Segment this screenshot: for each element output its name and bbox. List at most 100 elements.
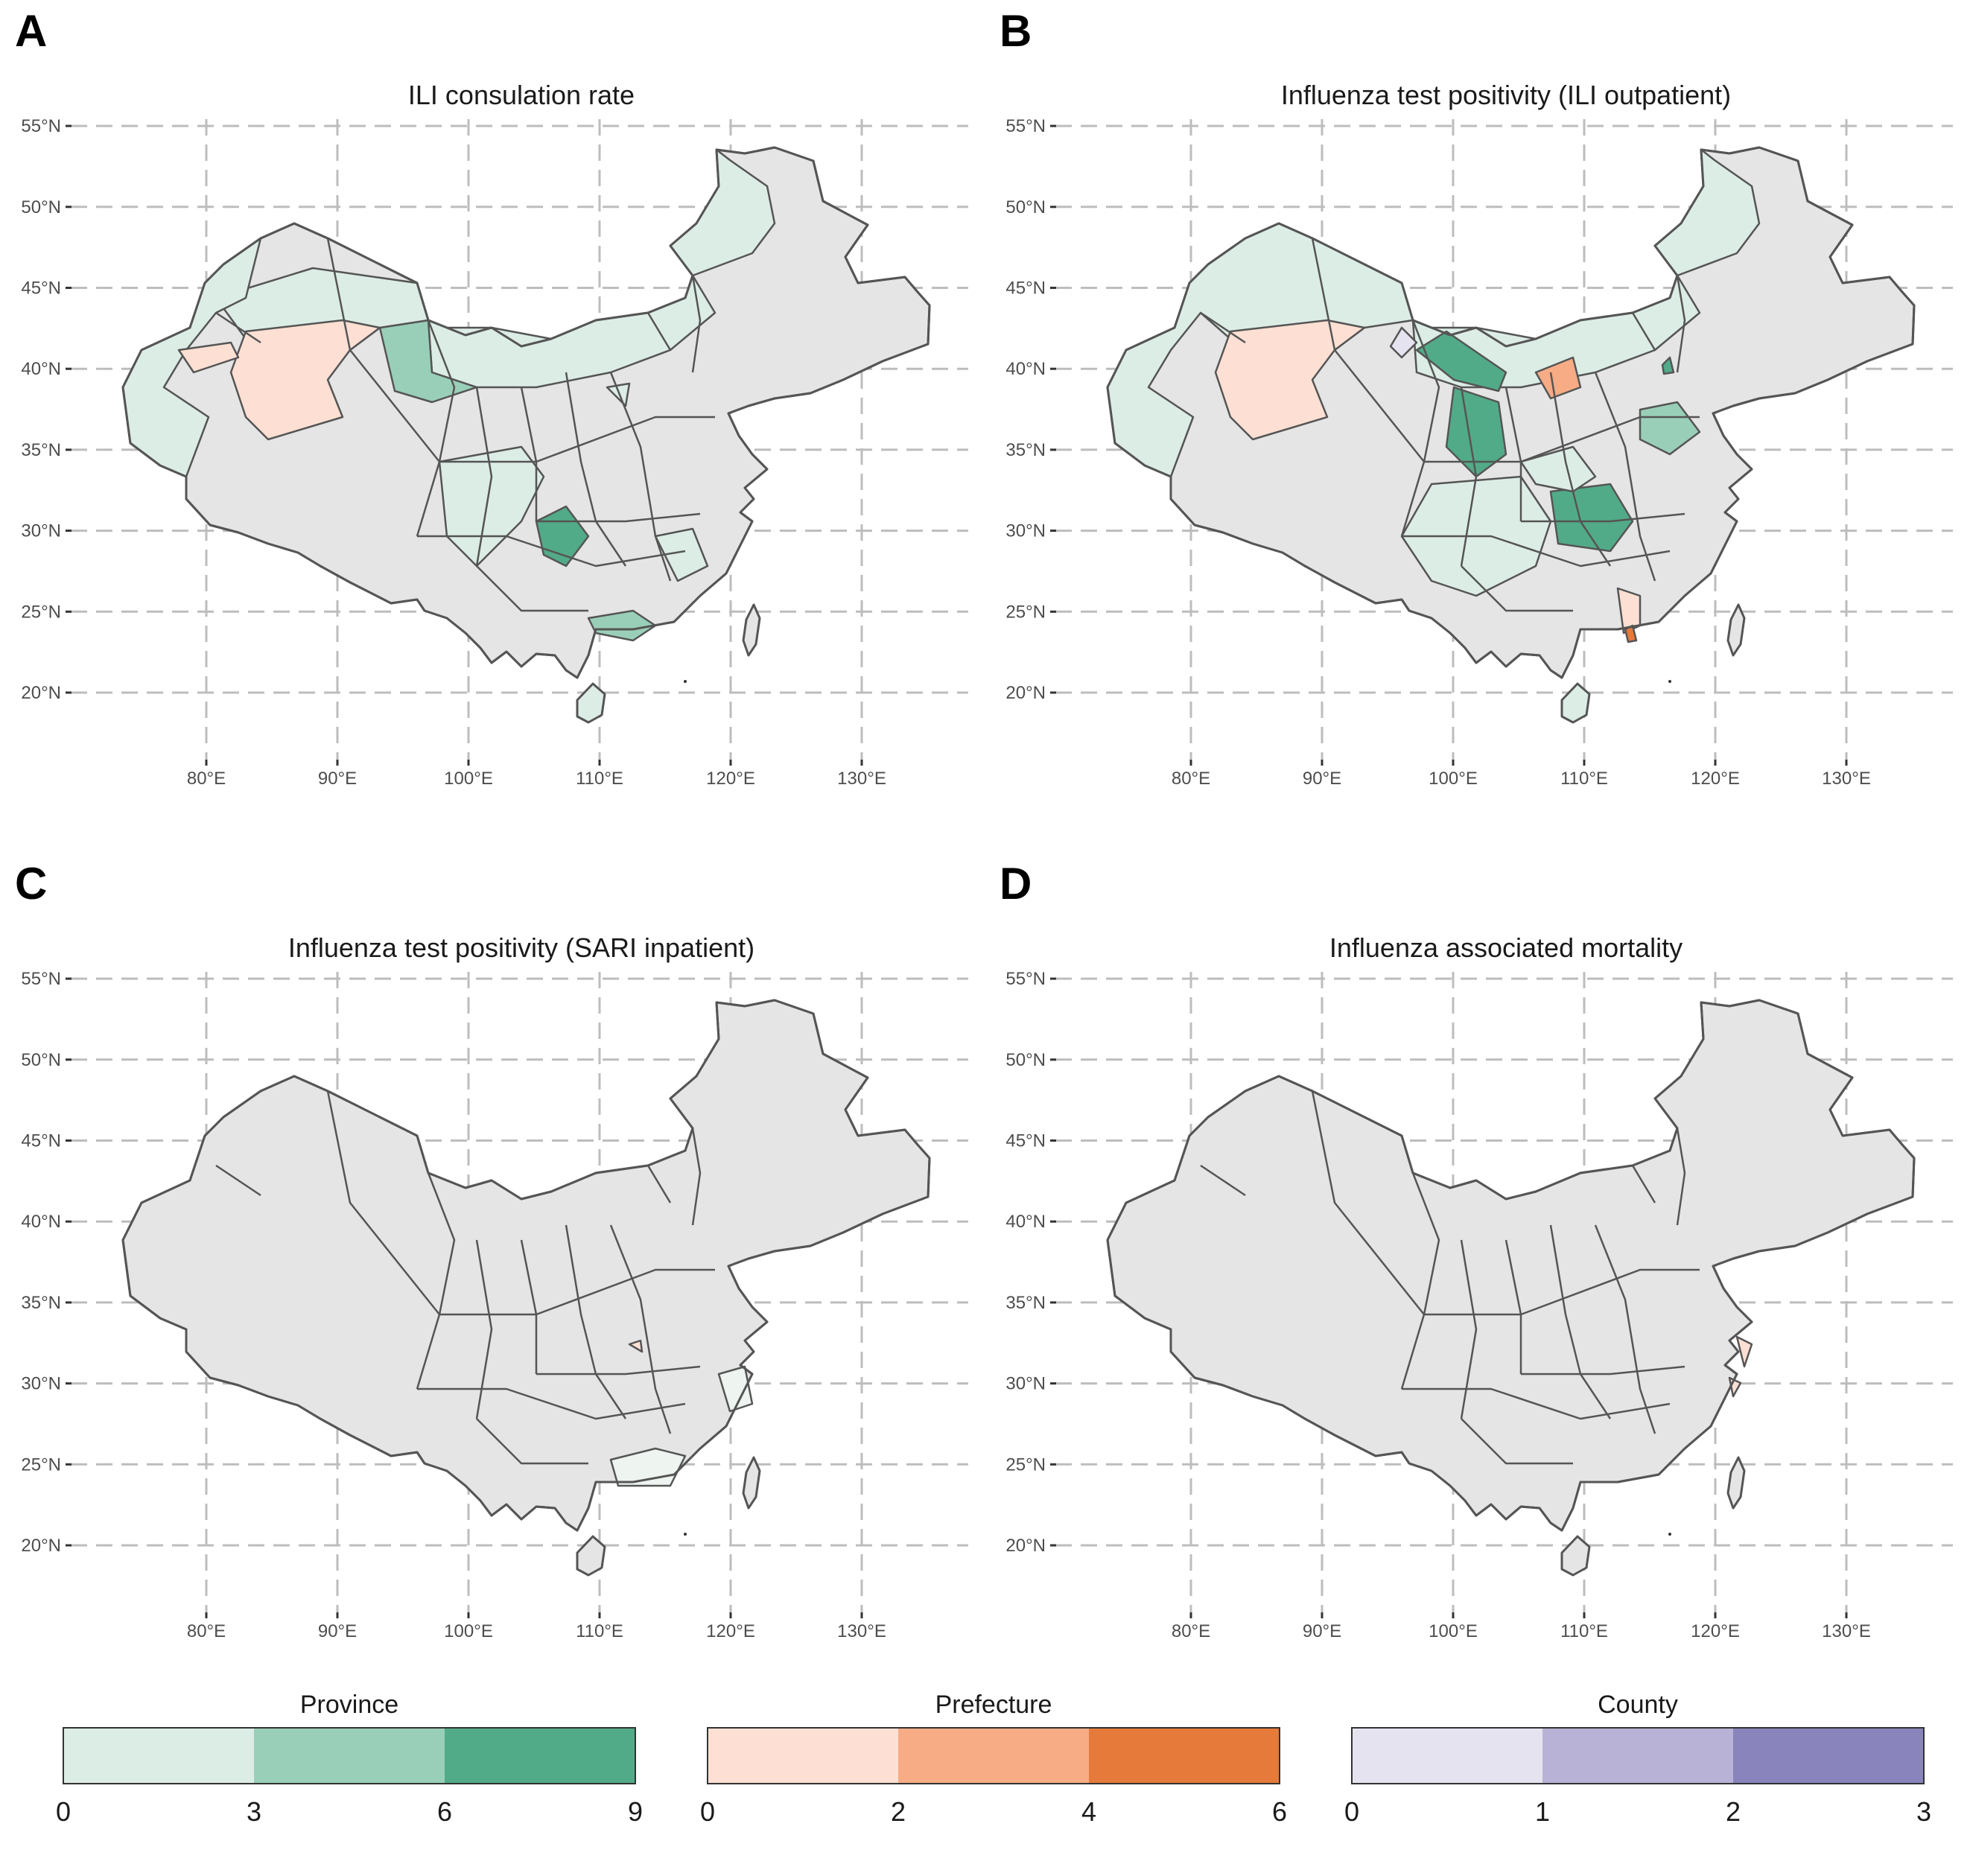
lat-tick-label: 30°N [21,521,61,541]
boundary-line [1594,1224,1656,1434]
data-region [177,341,240,374]
map-panel: C Influenza test positivity (SARI inpatie… [15,859,968,1641]
lat-tick-label: 45°N [1005,279,1046,299]
island-dot [684,680,687,683]
map-panel: B Influenza test positivity (ILI outpatie… [1000,6,1953,789]
island-dot [1668,1533,1671,1536]
boundary-line [1402,1387,1671,1420]
legend-swatch [254,1728,445,1784]
boundary-line [215,311,261,344]
panel-letter: B [1000,6,1032,56]
legend-0: Province 0 3 6 9 [56,1691,643,1827]
panel-letter: C [15,859,47,909]
legend-break-label: 4 [1081,1796,1096,1827]
boundary-line [1631,1165,1656,1203]
legend-frame [707,1727,1280,1784]
data-region [1445,386,1507,478]
data-region [1214,319,1366,441]
legend-break-label: 0 [56,1796,71,1827]
boundary-line [476,1418,588,1465]
boundary-line [609,1224,672,1434]
lon-tick-label: 100°E [444,1621,493,1641]
lat-tick-label: 20°N [21,1536,61,1556]
boundary-line [1200,311,1246,344]
lon-tick-label: 80°E [187,1621,226,1641]
panel-letter: D [1000,859,1032,909]
boundary-line [416,319,456,537]
legend-swatch [1352,1728,1542,1784]
lat-tick-label: 40°N [21,1212,61,1232]
boundary-line [1424,1268,1700,1316]
legend-break-label: 3 [1916,1796,1931,1827]
data-region [1639,401,1701,456]
data-region [1549,483,1634,553]
boundary-line [1400,1172,1440,1390]
lon-tick-label: 130°E [837,769,886,789]
legend-break-label: 6 [1272,1796,1287,1827]
lat-tick-label: 25°N [1005,602,1046,622]
boundary-line [1521,512,1685,523]
hainan-shape [1560,682,1591,724]
lat-tick-label: 30°N [1005,521,1046,541]
boundary-line [417,535,686,567]
lat-tick-label: 55°N [21,969,61,989]
boundary-line [1521,1365,1685,1376]
lon-tick-label: 90°E [318,769,357,789]
lon-tick-label: 120°E [706,1621,755,1641]
taiwan-shape [742,1456,761,1510]
data-region [717,1365,754,1413]
boundary-line [439,416,715,463]
lat-tick-label: 55°N [1005,969,1046,989]
hainan-shape [576,682,606,724]
lon-tick-label: 90°E [1303,769,1341,789]
data-region [1389,326,1418,359]
legend-break-label: 9 [628,1796,643,1827]
legend-1: Prefecture 0 2 4 6 [700,1691,1287,1827]
lon-tick-label: 80°E [1172,769,1210,789]
data-region [628,1339,644,1353]
boundary-line [1594,372,1656,582]
lat-tick-label: 55°N [21,116,61,136]
map-panel: D Influenza associated mortality 55°N 50°N 4… [1000,859,1953,1641]
lat-tick-label: 35°N [1005,1293,1046,1313]
boundary-line [326,238,440,462]
legend-frame [63,1727,636,1784]
data-region [654,527,709,582]
lat-tick-label: 35°N [1005,440,1046,460]
boundary-line [1676,1128,1686,1226]
legend-title: Province [300,1691,398,1719]
boundary-line [1402,535,1671,567]
legend-title: County [1598,1691,1678,1719]
legend-break-label: 0 [1344,1796,1359,1827]
boundary-line [536,1365,701,1376]
boundary-line [1549,1224,1612,1419]
legend-break-label: 6 [437,1796,452,1827]
boundary-line [1461,565,1573,612]
lat-tick-label: 20°N [21,683,61,703]
boundary-line [1200,1164,1246,1197]
lat-tick-label: 25°N [21,1454,61,1475]
lon-tick-label: 110°E [1560,769,1608,789]
lat-tick-label: 40°N [1005,359,1046,379]
boundary-line [646,312,672,351]
boundary-line [476,565,588,612]
hainan-shape [1560,1535,1591,1577]
lon-tick-label: 130°E [837,1621,886,1641]
legend-swatch [708,1728,898,1784]
lon-tick-label: 80°E [187,769,226,789]
legend-swatch [445,1728,635,1784]
taiwan-shape [1726,603,1746,657]
lat-tick-label: 45°N [21,1131,61,1151]
lon-tick-label: 110°E [576,1621,623,1641]
data-region [229,319,381,441]
boundary-line [536,512,701,523]
taiwan-shape [1726,1456,1746,1510]
lon-tick-label: 130°E [1822,769,1871,789]
hainan-shape [576,1535,606,1577]
lat-tick-label: 30°N [1005,1374,1046,1394]
lon-tick-label: 100°E [1429,1621,1478,1641]
lat-tick-label: 20°N [1005,683,1046,703]
boundary-line [416,1172,456,1390]
boundary-line [417,1387,686,1420]
